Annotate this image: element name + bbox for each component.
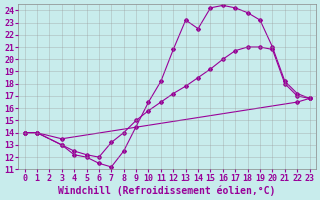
X-axis label: Windchill (Refroidissement éolien,°C): Windchill (Refroidissement éolien,°C): [58, 185, 276, 196]
